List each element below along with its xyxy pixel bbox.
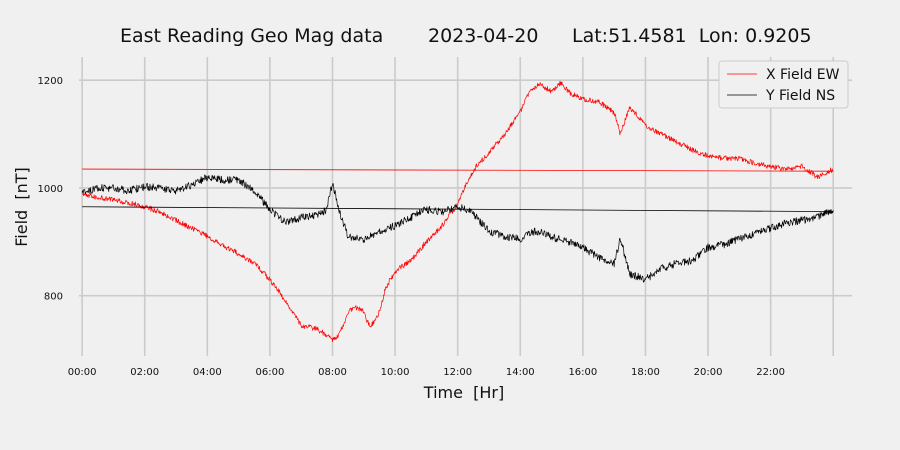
legend-label-y-field: Y Field NS (765, 88, 835, 104)
chart-title-date: 2023-04-20 (428, 25, 538, 47)
x-tick-label: 20:00 (694, 367, 723, 378)
legend-label-x-field: X Field EW (766, 67, 840, 83)
x-tick-label: 12:00 (443, 367, 472, 378)
y-tick-label: 1000 (38, 184, 63, 195)
y-tick-label: 1200 (38, 76, 63, 87)
x-tick-label: 04:00 (193, 367, 222, 378)
y-tick-label: 800 (44, 292, 63, 303)
plot-area (81, 80, 834, 343)
chart-title-location: Lat:51.4581 Lon: 0.9205 (572, 25, 812, 47)
x-tick-label: 10:00 (381, 367, 410, 378)
chart-title-name: East Reading Geo Mag data (120, 25, 383, 47)
series-line-x-field-ew (81, 80, 834, 343)
x-tick-label: 08:00 (318, 367, 347, 378)
x-tick-label: 16:00 (568, 367, 597, 378)
y-axis-label: Field [nT] (12, 167, 31, 247)
x-tick-label: 22:00 (756, 367, 785, 378)
legend-box (718, 60, 849, 109)
legend: X Field EW Y Field NS (718, 60, 849, 109)
series-line-y-field-ns (81, 174, 834, 283)
x-tick-label: 14:00 (506, 367, 535, 378)
baseline-3 (82, 206, 834, 213)
x-tick-label: 00:00 (68, 367, 97, 378)
x-tick-label: 06:00 (255, 367, 284, 378)
x-axis-label: Time [Hr] (423, 383, 504, 402)
x-tick-label: 18:00 (631, 367, 660, 378)
baseline-2 (82, 168, 834, 172)
tick-labels: 00:00 02:00 04:00 06:00 08:00 10:00 12:00 14:00… (38, 76, 785, 378)
x-tick-label: 02:00 (130, 367, 159, 378)
grid (79, 57, 852, 356)
